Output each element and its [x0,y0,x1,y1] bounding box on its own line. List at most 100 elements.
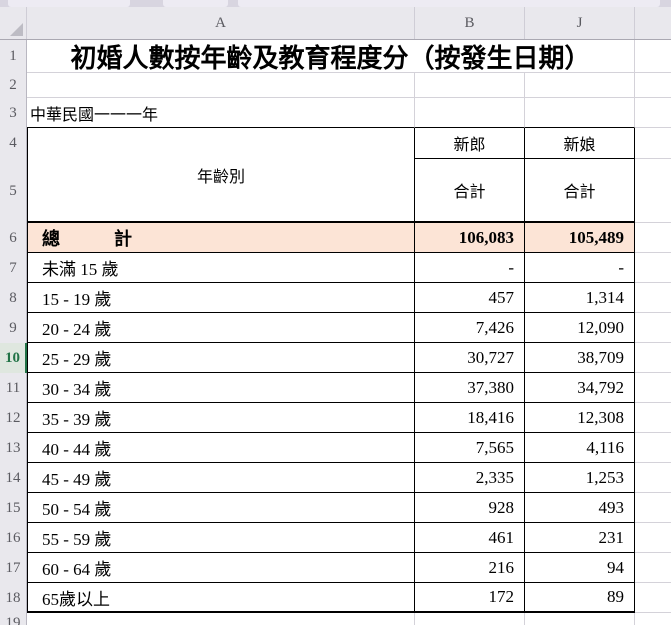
groom-value-cell[interactable]: 106,083 [415,223,525,253]
row-header-16[interactable]: 16 [0,523,27,553]
bride-header[interactable]: 新娘 [525,128,635,159]
age-label-cell[interactable]: 25 - 29 歲 [27,343,415,373]
groom-value-cell[interactable]: 30,727 [415,343,525,373]
bride-value-cell[interactable]: 493 [525,493,635,523]
select-all-button[interactable] [0,7,27,39]
sheet-row-19-partial: 19 [0,613,671,625]
row-header-9[interactable]: 9 [0,313,27,343]
groom-value-cell[interactable]: 2,335 [415,463,525,493]
empty-cell [525,613,635,625]
bride-value-cell[interactable]: 12,308 [525,403,635,433]
toolbar-bottom-strip [0,0,671,7]
empty-cell [635,40,671,73]
row-header-10-selected[interactable]: 10 [0,343,27,373]
table-row-total: 6 總 計 106,083 105,489 [0,223,671,253]
row-header-17[interactable]: 17 [0,553,27,583]
bride-value-cell[interactable]: 38,709 [525,343,635,373]
row-header-6[interactable]: 6 [0,223,27,253]
bride-value-cell[interactable]: 1,253 [525,463,635,493]
row-header-4[interactable]: 4 [0,128,27,159]
subtitle-cell[interactable]: 中華民國一一一年 [27,98,415,128]
row-header-18[interactable]: 18 [0,583,27,613]
table-row: 9 20 - 24 歲 7,426 12,090 [0,313,671,343]
table-row: 13 40 - 44 歲 7,565 4,116 [0,433,671,463]
bride-value-cell[interactable]: 231 [525,523,635,553]
age-label-cell[interactable]: 45 - 49 歲 [27,463,415,493]
table-row: 8 15 - 19 歲 457 1,314 [0,283,671,313]
row-header-14[interactable]: 14 [0,463,27,493]
groom-value-cell[interactable]: 172 [415,583,525,613]
bride-subheader[interactable]: 合計 [525,159,635,223]
empty-cell [635,343,671,373]
row-header-13[interactable]: 13 [0,433,27,463]
bride-value-cell[interactable]: 1,314 [525,283,635,313]
groom-value-cell[interactable]: 37,380 [415,373,525,403]
bride-value-cell[interactable]: 12,090 [525,313,635,343]
empty-cell [635,313,671,343]
age-label-cell[interactable]: 55 - 59 歲 [27,523,415,553]
groom-value-cell[interactable]: 18,416 [415,403,525,433]
groom-value-cell[interactable]: 457 [415,283,525,313]
column-header-j[interactable]: J [525,7,635,39]
empty-cell [635,463,671,493]
empty-cell [635,159,671,223]
age-label-cell[interactable]: 35 - 39 歲 [27,403,415,433]
empty-cell [635,73,671,98]
row-header-19[interactable]: 19 [0,613,27,625]
groom-header[interactable]: 新郎 [415,128,525,159]
bride-value-cell[interactable]: 94 [525,553,635,583]
column-header-row: A B J [0,7,671,40]
bride-value-cell[interactable]: 34,792 [525,373,635,403]
insert-function-edge [163,0,228,7]
groom-value-cell[interactable]: 461 [415,523,525,553]
age-label-cell[interactable]: 20 - 24 歲 [27,313,415,343]
row-header-8[interactable]: 8 [0,283,27,313]
groom-subheader[interactable]: 合計 [415,159,525,223]
row-header-3[interactable]: 3 [0,98,27,128]
empty-cell [635,583,671,613]
age-label-cell[interactable]: 總 計 [27,223,415,253]
age-column-header[interactable]: 年齡別 [27,128,415,223]
empty-cell [635,403,671,433]
row-header-5[interactable]: 5 [0,159,27,223]
row-header-11[interactable]: 11 [0,373,27,403]
row-header-12[interactable]: 12 [0,403,27,433]
empty-cell [27,73,415,98]
table-row: 14 45 - 49 歲 2,335 1,253 [0,463,671,493]
column-header-b[interactable]: B [415,7,525,39]
column-header-a[interactable]: A [27,7,415,39]
age-label-cell[interactable]: 15 - 19 歲 [27,283,415,313]
age-label-cell[interactable]: 未滿 15 歲 [27,253,415,283]
bride-value-cell[interactable]: - [525,253,635,283]
bride-value-cell[interactable]: 4,116 [525,433,635,463]
row-header-1[interactable]: 1 [0,40,27,73]
groom-value-cell[interactable]: 216 [415,553,525,583]
empty-cell [635,128,671,159]
bride-value-cell[interactable]: 89 [525,583,635,613]
age-label-cell[interactable]: 40 - 44 歲 [27,433,415,463]
row-header-7[interactable]: 7 [0,253,27,283]
row-header-2[interactable]: 2 [0,73,27,98]
groom-value-cell[interactable]: - [415,253,525,283]
empty-cell [525,98,635,128]
groom-value-cell[interactable]: 7,426 [415,313,525,343]
table-header-block: 4 5 年齡別 新郎 合計 新娘 合計 [0,128,671,223]
select-all-icon [10,23,23,36]
age-label-cell[interactable]: 30 - 34 歲 [27,373,415,403]
empty-cell [635,283,671,313]
row-header-stack: 4 5 [0,128,27,223]
row-header-15[interactable]: 15 [0,493,27,523]
age-label-cell[interactable]: 65歲以上 [27,583,415,613]
empty-cell [415,613,525,625]
age-label-cell[interactable]: 50 - 54 歲 [27,493,415,523]
empty-cell [635,373,671,403]
table-row: 16 55 - 59 歲 461 231 [0,523,671,553]
bride-value-cell[interactable]: 105,489 [525,223,635,253]
groom-value-cell[interactable]: 928 [415,493,525,523]
table-row: 18 65歲以上 172 89 [0,583,671,613]
page-title[interactable]: 初婚人數按年齡及教育程度分（按發生日期） [27,40,635,73]
table-row: 10 25 - 29 歲 30,727 38,709 [0,343,671,373]
groom-value-cell[interactable]: 7,565 [415,433,525,463]
age-label-cell[interactable]: 60 - 64 歲 [27,553,415,583]
